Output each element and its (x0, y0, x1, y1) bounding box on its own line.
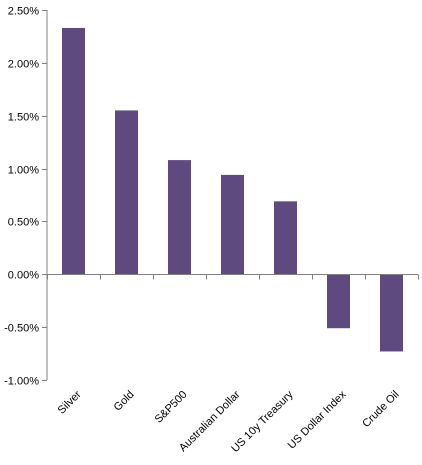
bar-us-dollar-index (327, 274, 350, 329)
bar-gold (115, 110, 138, 275)
y-tick-label: -0.50% (4, 323, 39, 335)
x-category-label: Gold (112, 389, 137, 414)
y-tick-label: 0.00% (8, 270, 39, 282)
y-tick-label: 2.50% (8, 6, 39, 18)
bar-us-10y-treasury (274, 201, 297, 275)
x-axis (47, 274, 419, 280)
bar-australian-dollar (221, 174, 244, 275)
bar-s-p500 (168, 160, 191, 275)
x-category-label: Crude Oil (360, 389, 401, 430)
x-category-label: Silver (56, 388, 84, 416)
y-tick-label: 1.00% (8, 165, 39, 177)
y-tick-label: 1.50% (8, 112, 39, 124)
x-category-label: S&P500 (153, 389, 190, 426)
bar-crude-oil (380, 274, 403, 352)
bars (62, 27, 403, 352)
x-category-label: US Dollar Index (286, 388, 349, 451)
y-tick-label: 2.00% (8, 59, 39, 71)
y-tick-label: 0.50% (8, 217, 39, 229)
bar-silver (62, 27, 85, 275)
y-tick-label: -1.00% (4, 376, 39, 388)
y-axis: 2.50% 2.00% 1.50% 1.00% 0.50% 0.00% -0.50% -1.0… (4, 6, 48, 388)
